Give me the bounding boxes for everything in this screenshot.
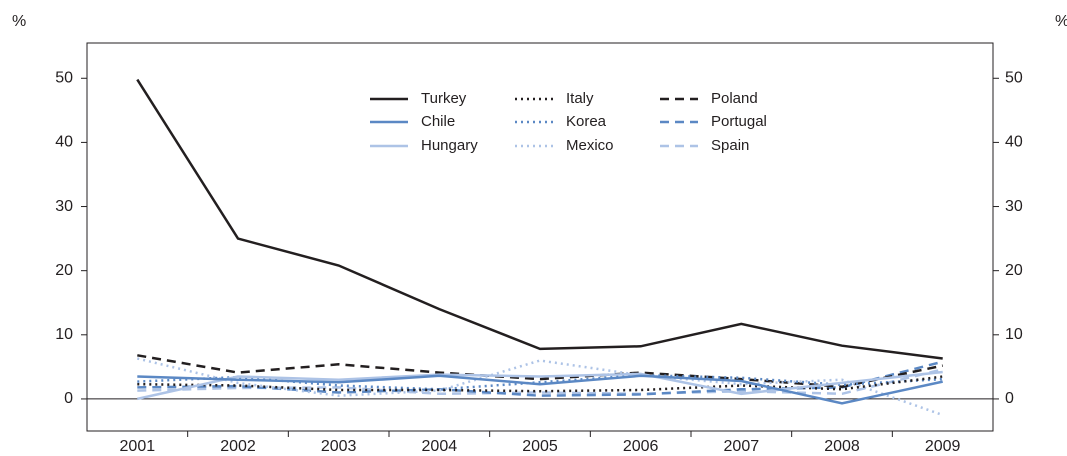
series-line bbox=[137, 374, 943, 405]
y-tick-label: 40 bbox=[55, 134, 73, 151]
y2-tick-label: 50 bbox=[1005, 69, 1023, 86]
series-line bbox=[137, 373, 943, 391]
legend-label: Korea bbox=[566, 113, 607, 130]
legend-label: Chile bbox=[421, 113, 455, 130]
legend-label: Portugal bbox=[711, 113, 767, 130]
x-tick-label: 2006 bbox=[623, 438, 659, 455]
x-tick-label: 2003 bbox=[321, 438, 357, 455]
series-line bbox=[136, 78, 943, 360]
legend-label: Turkey bbox=[421, 90, 467, 107]
y-tick-label: 10 bbox=[55, 326, 73, 343]
y2-axis-unit: % bbox=[1055, 13, 1067, 30]
y2-tick-label: 20 bbox=[1005, 262, 1023, 279]
x-tick-label: 2004 bbox=[422, 438, 458, 455]
x-tick-label: 2005 bbox=[522, 438, 558, 455]
y-axis-unit: % bbox=[12, 13, 26, 30]
series-line bbox=[137, 370, 943, 401]
y-tick-label: 20 bbox=[55, 262, 73, 279]
legend-label: Hungary bbox=[421, 137, 478, 154]
series-line bbox=[137, 375, 943, 393]
y2-tick-label: 40 bbox=[1005, 134, 1023, 151]
y-tick-label: 0 bbox=[64, 390, 73, 407]
plot-frame bbox=[86, 42, 994, 432]
x-tick-label: 2001 bbox=[120, 438, 156, 455]
y-tick-label: 50 bbox=[55, 69, 73, 86]
legend-label: Spain bbox=[711, 137, 749, 154]
y2-tick-label: 10 bbox=[1005, 326, 1023, 343]
x-tick-label: 2002 bbox=[220, 438, 256, 455]
y2-tick-label: 30 bbox=[1005, 198, 1023, 215]
legend-label: Italy bbox=[566, 90, 594, 107]
legend-label: Mexico bbox=[566, 137, 614, 154]
x-tick-label: 2008 bbox=[824, 438, 860, 455]
x-tick-label: 2009 bbox=[925, 438, 961, 455]
x-tick-label: 2007 bbox=[724, 438, 760, 455]
y-tick-label: 30 bbox=[55, 198, 73, 215]
series-line bbox=[137, 354, 943, 388]
y2-tick-label: 0 bbox=[1005, 390, 1014, 407]
legend-label: Poland bbox=[711, 90, 758, 107]
